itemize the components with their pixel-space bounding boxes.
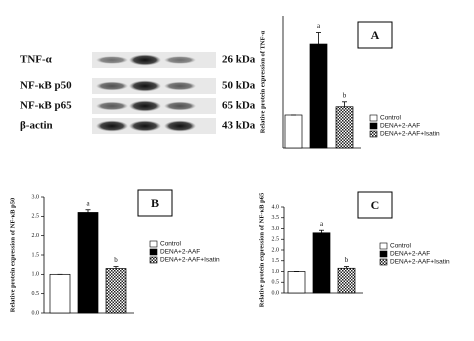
y-tick-label: 3.0 [32, 194, 40, 200]
y-tick-label: 3.5 [272, 215, 280, 221]
legend-swatch [149, 256, 158, 264]
panel-label: A [371, 28, 380, 42]
blot-band [164, 56, 196, 64]
legend-swatch [149, 240, 158, 248]
legend-label: DENA+2-AAF+Isatin [390, 259, 450, 266]
legend-label: DENA+2-AAF [380, 123, 420, 130]
legend-label: DENA+2-AAF [160, 249, 200, 256]
size-label: 50 kDa [222, 80, 256, 92]
blot-band [96, 56, 128, 64]
blot-band [129, 80, 161, 92]
panel-box [137, 189, 173, 217]
y-axis-label: Relative protein expression of TNF-α [259, 30, 266, 133]
bar [335, 106, 354, 149]
significance-letter: a [320, 220, 324, 228]
protein-label: TNF-α [20, 54, 53, 66]
y-tick-label: 0.5 [32, 291, 40, 297]
y-tick-label: 1.5 [272, 258, 280, 264]
y-tick-label: 2.0 [272, 247, 280, 253]
legend-label: DENA+2-AAF [390, 251, 430, 258]
bar [287, 271, 306, 294]
bar [309, 43, 328, 149]
legend-label: Control [380, 115, 402, 122]
protein-label: β-actin [20, 120, 53, 132]
significance-letter: a [86, 199, 90, 207]
legend-swatch [379, 258, 388, 266]
significance-letter: b [345, 256, 349, 264]
size-label: 65 kDa [222, 100, 256, 112]
y-tick-label: 3.0 [272, 226, 280, 232]
legend-swatch [369, 130, 378, 138]
blot-band [129, 100, 161, 112]
y-tick-label: 2.5 [272, 237, 280, 243]
y-tick-label: 2.0 [32, 233, 40, 239]
legend-swatch [369, 122, 378, 130]
bar [105, 268, 127, 314]
panel-box [357, 21, 393, 49]
blot-band [164, 81, 196, 91]
size-label: 43 kDa [222, 120, 256, 132]
y-tick-label: 0.0 [32, 310, 40, 316]
blot-band [129, 54, 161, 66]
legend-swatch [149, 248, 158, 256]
significance-letter: b [343, 91, 347, 99]
bar [337, 267, 356, 294]
y-tick-label: 0.5 [272, 280, 280, 286]
blot-band [164, 120, 196, 132]
significance-letter: a [317, 22, 321, 30]
y-tick-label: 0.0 [272, 290, 280, 296]
y-tick-label: 4.0 [272, 204, 280, 210]
bar [312, 232, 331, 294]
blot-band [96, 81, 128, 91]
significance-letter: b [114, 256, 118, 264]
legend-swatch [369, 114, 378, 122]
legend-label: Control [390, 243, 412, 250]
legend-swatch [379, 242, 388, 250]
protein-label: NF-κB p50 [20, 80, 72, 92]
blot-band [129, 120, 161, 132]
legend-label: DENA+2-AAF+Isatin [380, 131, 440, 138]
western-blot: TNF-α NF-κB p50 NF-κB p65 β-actin 26 kDa… [20, 52, 256, 134]
legend-label: Control [160, 241, 182, 248]
y-tick-label: 1.0 [32, 272, 40, 278]
y-tick-label: 1.5 [32, 252, 40, 258]
panel-label: B [151, 196, 159, 210]
y-tick-label: 1.0 [272, 269, 280, 275]
bar [284, 114, 303, 149]
y-tick-label: 2.5 [32, 214, 40, 220]
panel-box [357, 191, 393, 219]
blot-band [96, 120, 128, 132]
y-axis-label: Relative protein expression of NF-κB p50 [9, 198, 16, 312]
size-label: 26 kDa [222, 54, 256, 66]
y-axis-label: Relative protein expression of NF-κB p65 [258, 192, 265, 307]
legend-label: DENA+2-AAF+Isatin [160, 257, 220, 264]
blot-band [164, 101, 196, 111]
legend-swatch [379, 250, 388, 258]
blot-band [96, 101, 128, 111]
panel-label: C [371, 198, 380, 212]
protein-label: NF-κB p65 [20, 100, 72, 112]
bar [49, 273, 71, 314]
bar [77, 212, 99, 314]
